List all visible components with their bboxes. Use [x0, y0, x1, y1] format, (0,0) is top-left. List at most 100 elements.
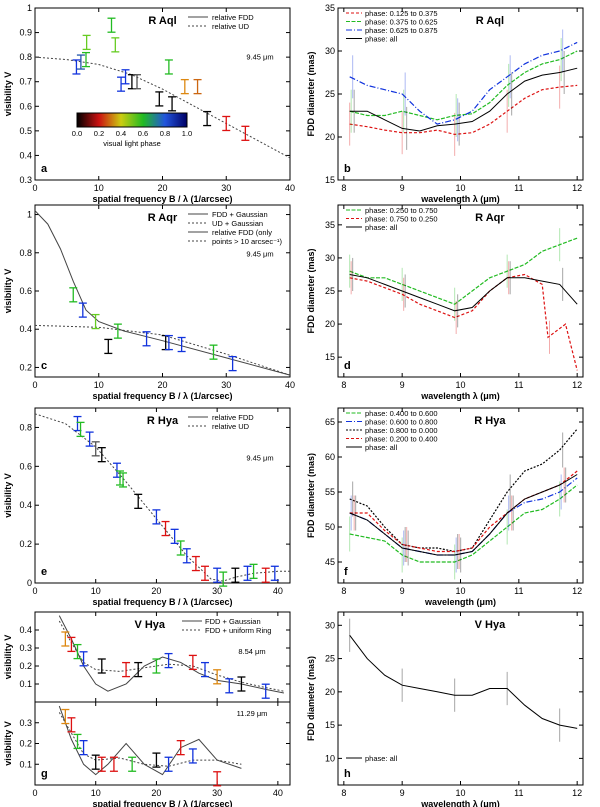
panel-g-upper-model2	[58, 620, 284, 692]
panel-e-ytick-label: 0	[27, 578, 32, 588]
colorbar-tick-label: 0.6	[138, 129, 148, 138]
panel-b-xtick-label: 9	[400, 183, 405, 193]
panel-g-legend-label: FDD + Gaussian	[205, 617, 261, 626]
panel-h-series	[349, 634, 578, 729]
panel-f-ytick-label: 50	[325, 522, 335, 532]
panel-a-legend-label: relative UD	[212, 22, 250, 31]
panel-a-letter: a	[41, 163, 48, 175]
panel-a-legend-label: relative FDD	[212, 13, 254, 22]
panel-g-title: V Hya	[134, 619, 165, 631]
panel-b-series	[349, 84, 578, 136]
panel-g-lower-point	[73, 733, 82, 750]
panel-g-lower-xtick-label: 20	[151, 788, 161, 798]
colorbar-label: visual light phase	[103, 139, 161, 148]
panel-e-ytick-label: 0.8	[19, 422, 32, 432]
panel-e-point	[201, 565, 209, 581]
panel-e-frame	[34, 407, 291, 584]
panel-e-point	[176, 540, 185, 556]
panel-b-xtick-label: 12	[572, 183, 582, 193]
panel-b-xlabel: wavelength λ (μm)	[420, 194, 500, 204]
panel-g-upper-model	[58, 615, 284, 694]
panel-e-point	[182, 548, 191, 564]
panel-d-legend-label: phase: 0.250 to 0.750	[365, 206, 438, 215]
panel-c-letter: c	[41, 360, 47, 372]
panel-b-ytick-label: 25	[325, 89, 335, 99]
panel-e-point	[261, 567, 270, 583]
panel-f-ytick-label: 45	[325, 557, 335, 567]
panel-f-ytick-label: 55	[325, 487, 335, 497]
panel-c-xtick-label: 0	[32, 380, 37, 390]
panel-e-xtick-label: 10	[91, 586, 101, 596]
panel-g-upper-ytick-label: 0.2	[19, 661, 32, 671]
panel-d-ylabel: FDD diameter (mas)	[306, 248, 316, 333]
panel-f-series	[349, 477, 578, 556]
panel-g-lower-xtick-label: 0	[32, 788, 37, 798]
panel-b-ytick-label: 20	[325, 132, 335, 142]
panel-b-series	[349, 67, 578, 132]
panel-f-xtick-label: 9	[400, 586, 405, 596]
panel-d-legend-label: phase: 0.750 to 0.250	[365, 215, 438, 224]
panel-d-xtick-label: 12	[572, 380, 582, 390]
panel-g-lower-point	[176, 740, 185, 756]
panel-c-point	[164, 334, 173, 351]
panel-c-point	[177, 336, 186, 353]
panel-e-title: R Hya	[147, 415, 179, 427]
panel-e-point	[249, 563, 258, 579]
panel-g-lower-xtick-label: 40	[273, 788, 283, 798]
panel-g-upper-point	[261, 683, 270, 699]
panel-a-ytick-label: 0.8	[19, 52, 32, 62]
panel-c-legend-label: FDD + Gaussian	[212, 210, 268, 219]
panel-e-ytick-label: 0.4	[19, 500, 32, 510]
panel-g-upper-point	[97, 658, 106, 674]
panel-a-point	[241, 125, 250, 141]
panel-g-lower-point	[152, 752, 161, 768]
panel-g-lower-xtick-label: 10	[91, 788, 101, 798]
panel-e-point	[191, 555, 200, 572]
panel-b-legend-label: phase: all	[365, 35, 397, 44]
panel-b-xtick-label: 8	[341, 183, 346, 193]
panel-b-series	[349, 50, 578, 121]
panel-a-ytick-label: 0.5	[19, 126, 32, 136]
panel-c-ytick-label: 1	[27, 210, 32, 220]
panel-h-ytick-label: 10	[325, 753, 335, 763]
panel-b-legend-label: phase: 0.625 to 0.875	[365, 26, 438, 35]
panel-c-point	[91, 313, 100, 330]
panel-c-xtick-label: 10	[94, 380, 104, 390]
panel-h-xtick-label: 12	[572, 788, 582, 798]
panel-f-legend-label: phase: 0.600 to 0.800	[365, 418, 438, 427]
panel-g-lower-point	[164, 756, 173, 772]
panel-f-xtick-label: 12	[572, 586, 582, 596]
panel-g-lower-ytick-label: 0.3	[19, 718, 32, 728]
panel-a-point	[111, 37, 120, 53]
panel-f-series	[349, 474, 578, 556]
panel-a-point	[168, 96, 177, 112]
panel-g-lower-point	[213, 771, 222, 787]
panel-h-xtick-label: 9	[400, 788, 405, 798]
panel-e-ylabel: visibility V	[3, 473, 13, 518]
colorbar-tick-label: 0.8	[160, 129, 170, 138]
panel-f-xtick-label: 8	[341, 586, 346, 596]
panel-g-upper-ytick-label: 0.4	[19, 625, 32, 635]
panel-a-ytick-label: 0.7	[19, 77, 32, 87]
panel-d-legend-label: phase: all	[365, 223, 397, 232]
panel-e-point	[213, 567, 222, 583]
panel-a-point	[117, 76, 126, 92]
panel-e-xtick-label: 0	[32, 586, 37, 596]
panel-d-ytick-label: 35	[325, 220, 335, 230]
panel-c-model2	[34, 324, 291, 376]
panel-b-letter: b	[344, 163, 351, 175]
panel-a-point	[193, 78, 202, 95]
panel-c-point	[104, 338, 113, 355]
panel-a-xlabel: spatial frequency B / λ (1/arcsec)	[92, 194, 232, 204]
panel-a-xtick-label: 20	[157, 183, 167, 193]
panel-g-lower-point	[109, 756, 118, 772]
panel-c-xtick-label: 20	[157, 380, 167, 390]
panel-a-ytick-label: 0.4	[19, 150, 32, 160]
panel-c-point	[78, 302, 87, 318]
panel-g-lower-point	[97, 756, 106, 772]
panel-e-xtick-label: 30	[212, 586, 222, 596]
panel-b-legend-label: phase: 0.375 to 0.625	[365, 18, 438, 27]
panel-a-xtick-label: 40	[285, 183, 295, 193]
panel-b-title: R Aql	[476, 15, 504, 27]
panel-c-ytick-label: 0.2	[19, 362, 32, 372]
